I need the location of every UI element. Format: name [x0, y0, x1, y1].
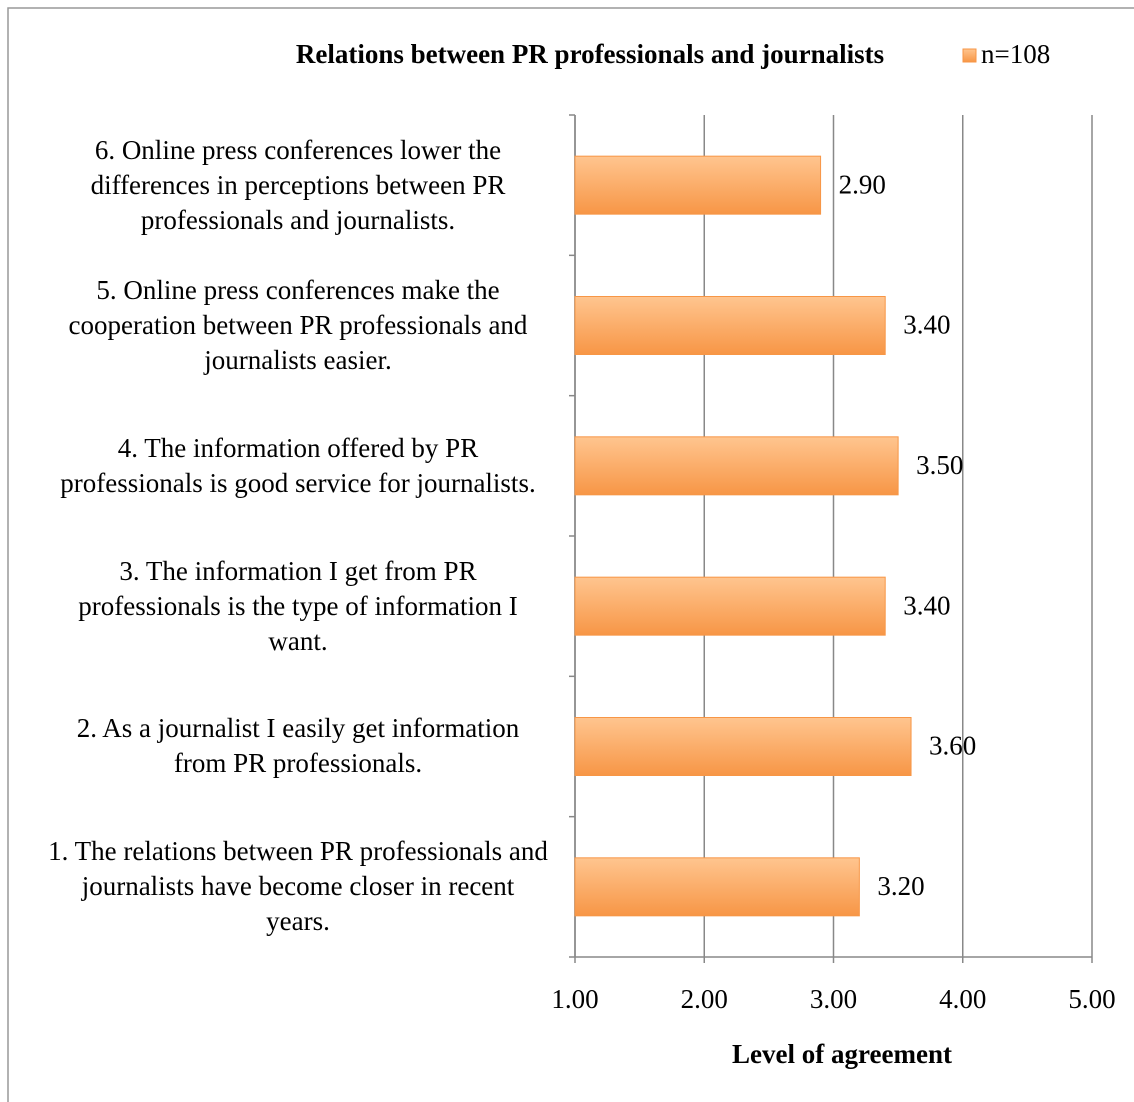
data-label: 3.60 — [929, 731, 976, 761]
x-tick-label: 4.00 — [939, 984, 986, 1014]
chart-title: Relations between PR professionals and j… — [296, 39, 884, 69]
y-tick-label: 2. As a journalist I easily get informat… — [76, 713, 520, 779]
x-tick-label: 1.00 — [551, 984, 598, 1014]
bar — [574, 576, 886, 636]
data-label: 3.40 — [903, 310, 950, 340]
y-tick-label: 1. The relations between PR professional… — [48, 836, 548, 937]
x-tick-label: 5.00 — [1068, 984, 1115, 1014]
bar — [574, 717, 912, 776]
data-label: 3.20 — [877, 871, 924, 901]
x-tick-label: 2.00 — [681, 984, 728, 1014]
data-label: 2.90 — [839, 169, 886, 199]
legend-swatch — [962, 48, 977, 63]
x-tick-label: 3.00 — [810, 984, 857, 1014]
y-tick-label: 5. Online press conferences make the coo… — [68, 274, 528, 375]
y-tick-label: 6. Online press conferences lower the di… — [90, 134, 506, 235]
x-axis-title: Level of agreement — [732, 1039, 952, 1069]
data-label: 3.40 — [903, 590, 950, 620]
legend-label: n=108 — [981, 39, 1050, 69]
bar — [574, 296, 886, 355]
data-label: 3.50 — [916, 450, 963, 480]
y-tick-label: 4. The information offered by PR profess… — [60, 432, 536, 498]
y-tick-label: 3. The information I get from PR profess… — [78, 555, 518, 656]
chart-border — [7, 7, 1134, 1102]
bar — [574, 436, 899, 496]
bar — [574, 857, 860, 917]
bar — [574, 155, 822, 215]
